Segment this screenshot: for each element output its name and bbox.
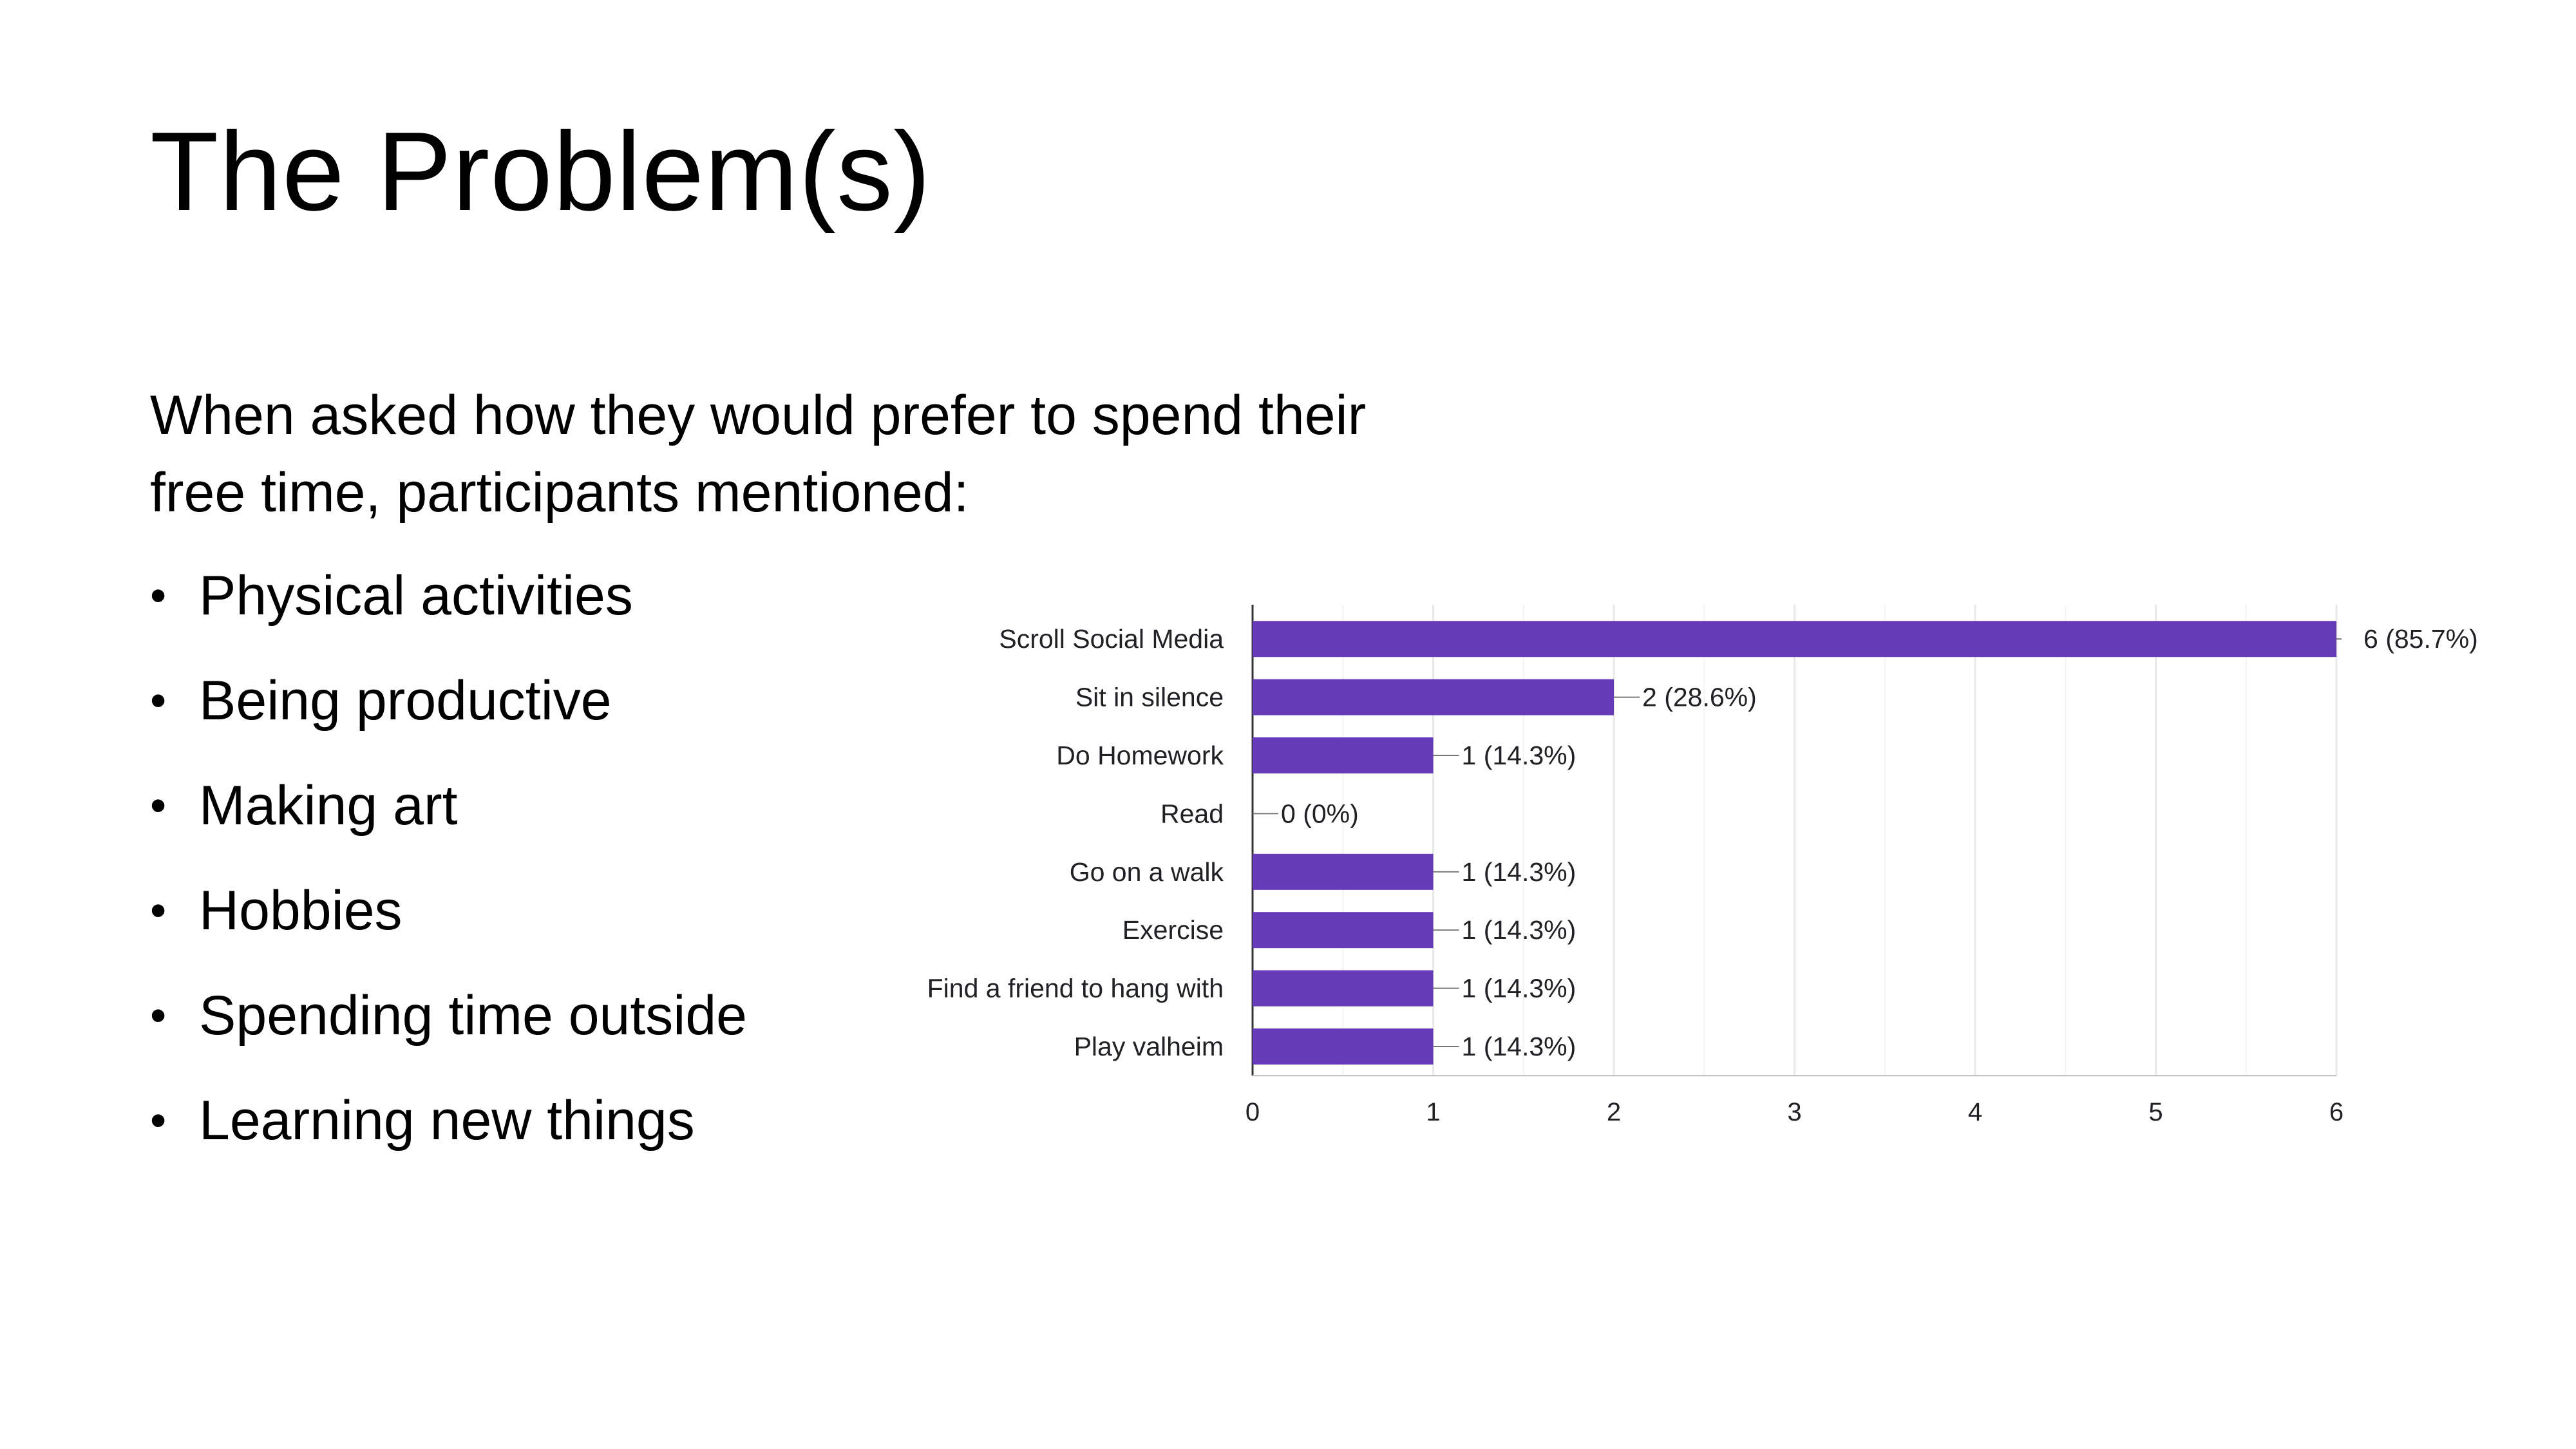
bullet-item: Physical activities xyxy=(150,557,747,662)
bullet-item: Being productive xyxy=(150,662,747,767)
category-label: Sit in silence xyxy=(1075,683,1224,712)
data-label: 1 (14.3%) xyxy=(1462,741,1577,770)
category-label: Scroll Social Media xyxy=(999,624,1224,654)
bullet-item: Making art xyxy=(150,767,747,872)
bullet-item: Hobbies xyxy=(150,872,747,977)
data-label: 6 (85.7%) xyxy=(2363,624,2478,654)
bar xyxy=(1253,970,1434,1007)
bullet-item: Learning new things xyxy=(150,1082,747,1187)
bar xyxy=(1253,621,2336,658)
data-label: 2 (28.6%) xyxy=(1642,683,1757,712)
category-label: Read xyxy=(1160,799,1224,828)
intro-text: When asked how they would prefer to spen… xyxy=(150,384,1367,524)
bar xyxy=(1253,1028,1434,1065)
x-tick-label: 5 xyxy=(2148,1098,2163,1126)
category-label: Find a friend to hang with xyxy=(927,974,1224,1003)
bar xyxy=(1253,912,1434,949)
x-tick-label: 2 xyxy=(1607,1098,1621,1126)
bullet-item: Spending time outside xyxy=(150,977,747,1082)
x-tick-label: 3 xyxy=(1787,1098,1801,1126)
bullet-list: Physical activities Being productive Mak… xyxy=(150,557,747,1187)
bar xyxy=(1253,853,1434,890)
data-label: 1 (14.3%) xyxy=(1462,974,1577,1003)
data-label: 1 (14.3%) xyxy=(1462,857,1577,887)
bar xyxy=(1253,679,1614,715)
x-tick-label: 6 xyxy=(2329,1098,2344,1126)
slide-title: The Problem(s) xyxy=(150,108,931,234)
x-tick-label: 0 xyxy=(1245,1098,1260,1126)
category-label: Go on a walk xyxy=(1070,857,1224,887)
data-label: 1 (14.3%) xyxy=(1462,1032,1577,1061)
x-tick-label: 4 xyxy=(1968,1098,1982,1126)
category-label: Play valheim xyxy=(1074,1032,1224,1061)
bar-chart: 0 1 2 3 4 5 6 Scroll Social Media 6 (85.7%) Sit i… xyxy=(927,605,2478,1126)
data-label: 0 (0%) xyxy=(1281,799,1359,828)
category-label: Exercise xyxy=(1122,915,1224,945)
bar xyxy=(1253,737,1434,773)
x-tick-label: 1 xyxy=(1426,1098,1440,1126)
data-label: 1 (14.3%) xyxy=(1462,915,1577,945)
category-label: Do Homework xyxy=(1056,741,1224,770)
